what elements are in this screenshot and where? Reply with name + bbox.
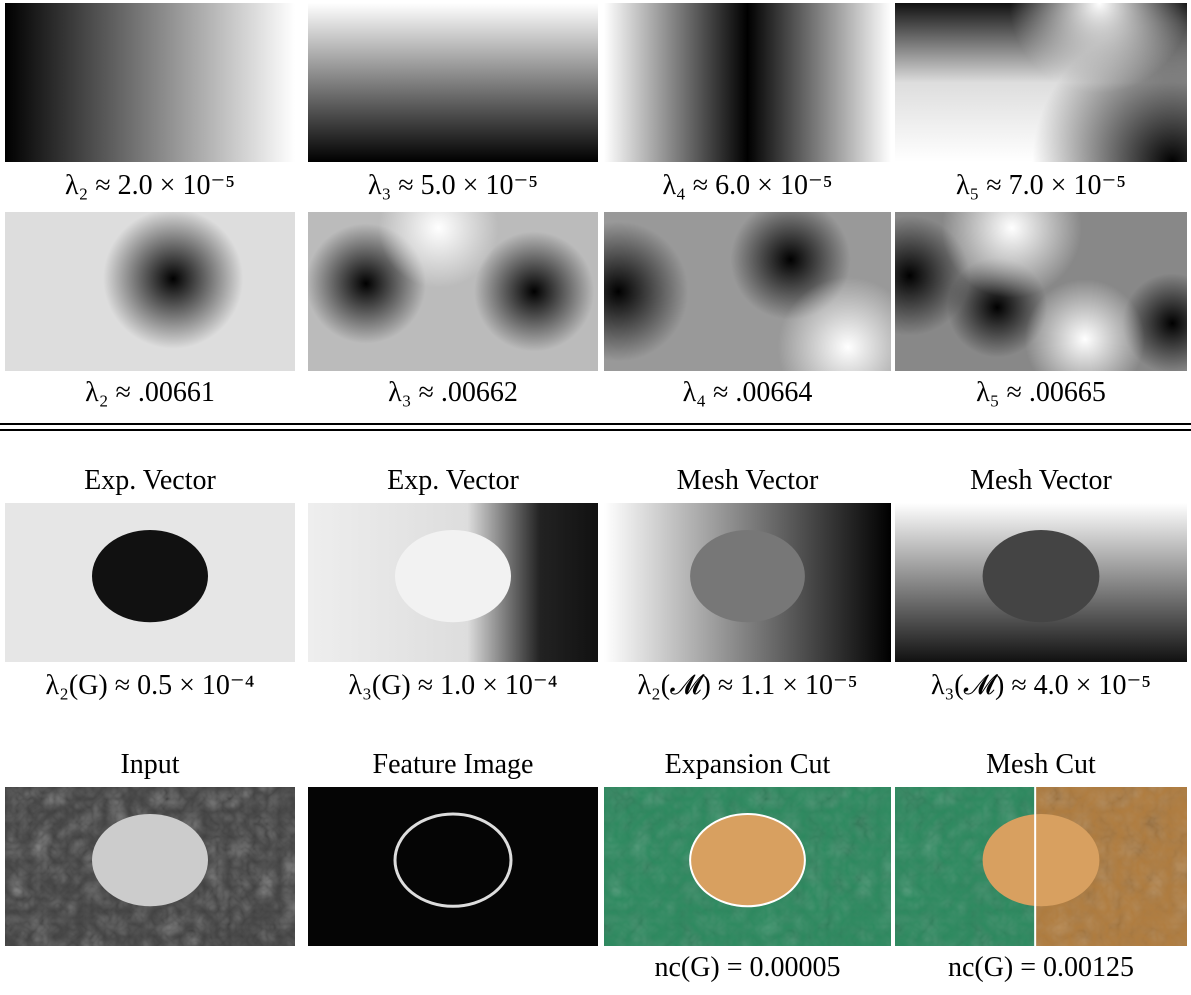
panel-caption: λ₂ ≈ 2.0 × 10⁻⁵ <box>0 168 315 202</box>
panel-header: Mesh Vector <box>875 465 1191 497</box>
panel-caption: nc(G) = 0.00125 <box>875 952 1191 984</box>
panel-image <box>308 787 598 946</box>
panel-caption: λ₃ ≈ 5.0 × 10⁻⁵ <box>288 168 618 202</box>
figure: λ₂ ≈ 2.0 × 10⁻⁵λ₃ ≈ 5.0 × 10⁻⁵λ₄ ≈ 6.0 ×… <box>0 0 1191 995</box>
panel-caption: λ₂ ≈ .00661 <box>0 377 315 409</box>
panel-image <box>895 787 1187 946</box>
separator <box>0 429 1191 431</box>
panel-header: Feature Image <box>288 749 618 781</box>
panel-header: Mesh Vector <box>584 465 911 497</box>
panel-caption: λ₂(𝓜) ≈ 1.1 × 10⁻⁵ <box>584 668 911 702</box>
panel-caption: λ₃(G) ≈ 1.0 × 10⁻⁴ <box>288 668 618 702</box>
panel-image <box>5 3 295 162</box>
panel-header: Input <box>0 749 315 781</box>
panel-caption: λ₅ ≈ 7.0 × 10⁻⁵ <box>875 168 1191 202</box>
panel-caption: λ₃ ≈ .00662 <box>288 377 618 409</box>
panel-image <box>604 3 891 162</box>
panel-image <box>604 503 891 662</box>
panel-image <box>604 212 891 371</box>
panel-header: Expansion Cut <box>584 749 911 781</box>
panel-image <box>308 503 598 662</box>
panel-image <box>895 503 1187 662</box>
panel-caption: nc(G) = 0.00005 <box>584 952 911 984</box>
panel-image <box>308 3 598 162</box>
panel-header: Mesh Cut <box>875 749 1191 781</box>
panel-caption: λ₂(G) ≈ 0.5 × 10⁻⁴ <box>0 668 315 702</box>
panel-caption: λ₄ ≈ 6.0 × 10⁻⁵ <box>584 168 911 202</box>
separator <box>0 423 1191 425</box>
panel-header: Exp. Vector <box>0 465 315 497</box>
panel-image <box>895 3 1187 162</box>
panel-caption: λ₃(𝓜) ≈ 4.0 × 10⁻⁵ <box>875 668 1191 702</box>
panel-image <box>5 503 295 662</box>
panel-caption: λ₄ ≈ .00664 <box>584 377 911 409</box>
panel-image <box>604 787 891 946</box>
panel-image <box>5 787 295 946</box>
panel-image <box>308 212 598 371</box>
panel-header: Exp. Vector <box>288 465 618 497</box>
panel-image <box>895 212 1187 371</box>
panel-image <box>5 212 295 371</box>
panel-caption: λ₅ ≈ .00665 <box>875 377 1191 409</box>
